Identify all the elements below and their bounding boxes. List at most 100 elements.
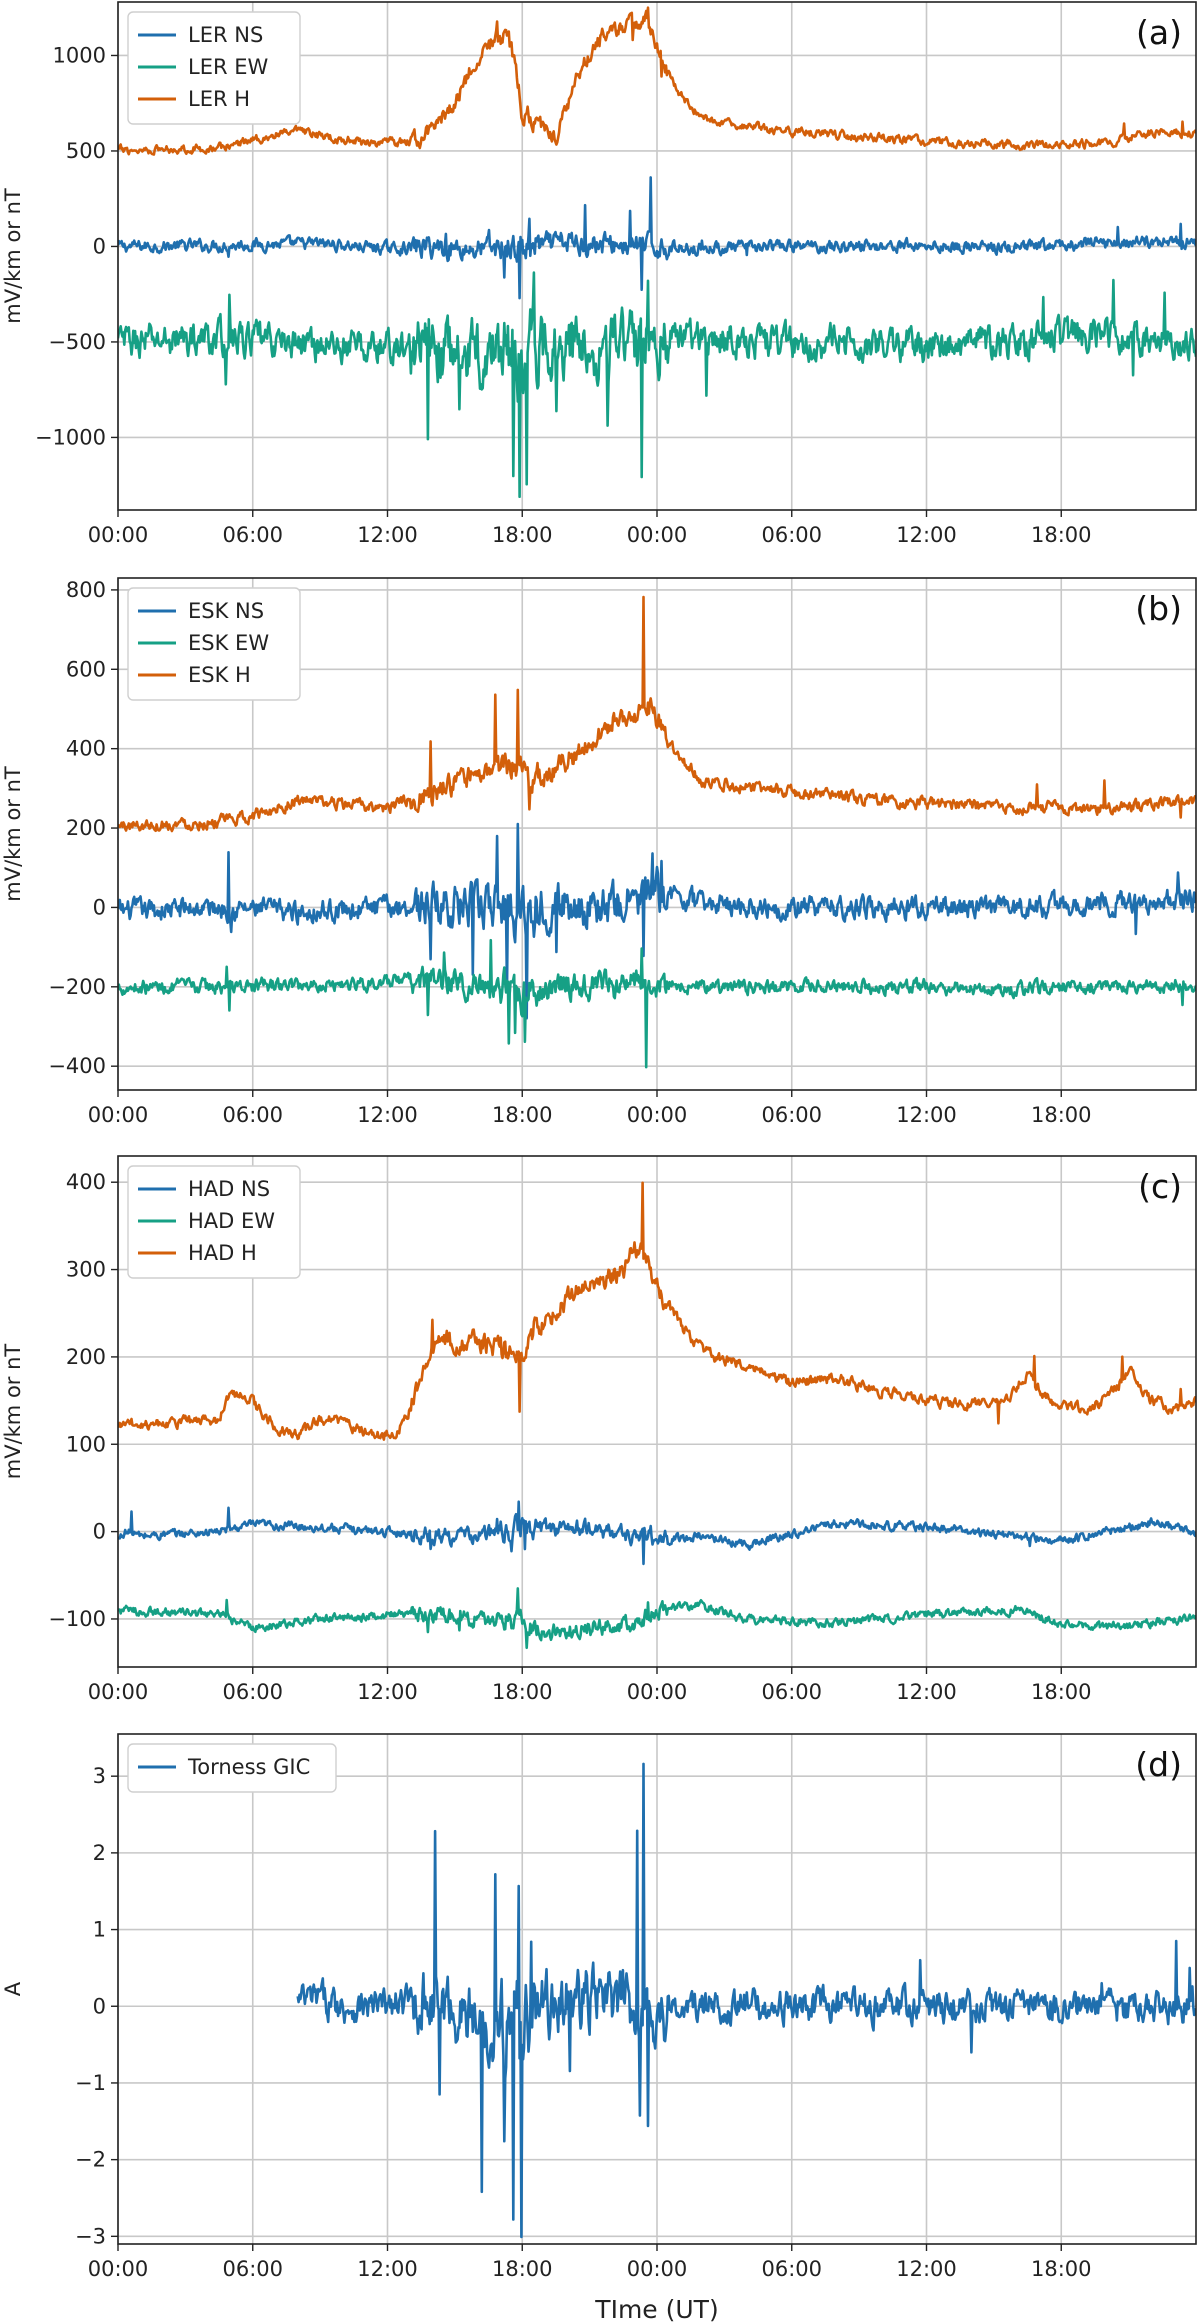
x-tick-label: 06:00	[222, 2257, 283, 2281]
legend-entry: HAD EW	[188, 1209, 275, 1233]
legend-entry: LER H	[188, 87, 250, 111]
y-tick-label: 0	[93, 1994, 106, 2018]
x-tick-label: 12:00	[896, 2257, 957, 2281]
series-line-ler-ns	[118, 176, 1196, 300]
series-line-had-ns	[118, 1500, 1196, 1566]
x-tick-label: 06:00	[222, 523, 283, 547]
x-tick-label: 12:00	[896, 523, 957, 547]
legend-box	[127, 11, 301, 125]
panel-label: (a)	[1136, 13, 1182, 52]
x-tick-label: 00:00	[627, 1680, 688, 1704]
series-line-ler-ew	[118, 271, 1196, 498]
legend: ESK NS ESK EW ESK H	[127, 587, 301, 701]
y-tick-label: 1000	[53, 43, 106, 67]
y-tick-label: 1	[93, 1918, 106, 1942]
y-axis-label: A	[1, 1981, 25, 1996]
series-line-esk-h	[118, 595, 1196, 833]
y-tick-label: −100	[48, 1607, 106, 1631]
x-tick-label: 06:00	[222, 1103, 283, 1127]
x-tick-label: 00:00	[627, 523, 688, 547]
legend-entry: LER NS	[188, 23, 263, 47]
x-tick-label: 18:00	[1031, 1103, 1092, 1127]
x-tick-label: 00:00	[88, 1680, 149, 1704]
legend-entry: HAD NS	[188, 1177, 270, 1201]
y-tick-label: 200	[66, 816, 106, 840]
legend-entry: HAD H	[188, 1241, 257, 1265]
legend: Torness GIC	[127, 1743, 337, 1793]
y-tick-label: −400	[48, 1054, 106, 1078]
y-tick-label: 400	[66, 1170, 106, 1194]
series-line-torness-gic	[296, 1762, 1196, 2239]
x-tick-label: 00:00	[627, 1103, 688, 1127]
x-tick-label: 12:00	[357, 1680, 418, 1704]
x-tick-label: 06:00	[761, 523, 822, 547]
panel-c: 00:00 06:00 12:00 18:00 00:00 06:00 12:00 18:00…	[1, 1155, 1197, 1704]
legend-entry: Torness GIC	[187, 1755, 310, 1779]
x-tick-label: 18:00	[492, 523, 553, 547]
x-tick-label: 12:00	[896, 1680, 957, 1704]
x-tick-label: 00:00	[88, 1103, 149, 1127]
y-axis-label: mV/km or nT	[1, 188, 25, 324]
legend-box	[127, 1743, 337, 1793]
x-tick-label: 06:00	[761, 1680, 822, 1704]
panel-label: (d)	[1135, 1745, 1182, 1784]
y-tick-label: 800	[66, 578, 106, 602]
y-tick-label: −1000	[35, 425, 106, 449]
y-tick-label: 2	[93, 1841, 106, 1865]
y-tick-label: 0	[93, 234, 106, 258]
x-tick-label: 18:00	[1031, 2257, 1092, 2281]
y-tick-label: 3	[93, 1764, 106, 1788]
y-tick-label: 500	[66, 139, 106, 163]
panel-b: 00:00 06:00 12:00 18:00 00:00 06:00 12:00 18:00…	[1, 577, 1197, 1127]
x-tick-label: 18:00	[1031, 523, 1092, 547]
panel-label: (c)	[1138, 1167, 1182, 1206]
y-tick-label: −1	[75, 2071, 106, 2095]
panel-a: 00:00 06:00 12:00 18:00 00:00 06:00 12:00 18:00…	[1, 1, 1197, 547]
legend-entry: ESK NS	[188, 599, 264, 623]
grid	[117, 1734, 1196, 2244]
y-tick-label: −3	[75, 2224, 106, 2248]
legend: HAD NS HAD EW HAD H	[127, 1165, 301, 1279]
x-axis-label: TIme (UT)	[594, 2295, 718, 2324]
y-tick-label: 0	[93, 1520, 106, 1544]
x-tick-label: 06:00	[761, 1103, 822, 1127]
x-tick-label: 00:00	[88, 523, 149, 547]
legend-box	[127, 1165, 301, 1279]
y-axis-label: mV/km or nT	[1, 1344, 25, 1480]
panel-d: 00:00 06:00 12:00 18:00 00:00 06:00 12:00 18:00…	[1, 1733, 1197, 2281]
y-tick-label: −2	[75, 2148, 106, 2172]
legend-entry: ESK EW	[188, 631, 269, 655]
series-line-esk-ew	[118, 938, 1196, 1069]
x-tick-label: 00:00	[627, 2257, 688, 2281]
legend-box	[127, 587, 301, 701]
x-tick-label: 12:00	[357, 1103, 418, 1127]
legend: LER NS LER EW LER H	[127, 11, 301, 125]
series-line-had-ew	[118, 1587, 1196, 1650]
x-tick-label: 18:00	[492, 1680, 553, 1704]
x-tick-label: 06:00	[222, 1680, 283, 1704]
x-tick-label: 00:00	[88, 2257, 149, 2281]
legend-entry: LER EW	[188, 55, 269, 79]
x-tick-label: 18:00	[492, 1103, 553, 1127]
y-tick-label: 100	[66, 1432, 106, 1456]
x-tick-label: 12:00	[896, 1103, 957, 1127]
x-tick-label: 12:00	[357, 2257, 418, 2281]
series-line-esk-ns	[118, 822, 1196, 1020]
x-tick-label: 18:00	[1031, 1680, 1092, 1704]
y-axis-label: mV/km or nT	[1, 766, 25, 902]
series-line-had-h	[118, 1181, 1196, 1441]
legend-entry: ESK H	[188, 663, 251, 687]
y-tick-label: −200	[48, 975, 106, 999]
y-tick-label: 600	[66, 657, 106, 681]
y-tick-label: 300	[66, 1258, 106, 1282]
panel-label: (b)	[1135, 589, 1182, 628]
y-tick-label: 400	[66, 737, 106, 761]
series-line-ler-h	[118, 6, 1196, 156]
x-tick-label: 12:00	[357, 523, 418, 547]
x-tick-label: 18:00	[492, 2257, 553, 2281]
y-tick-label: 200	[66, 1345, 106, 1369]
x-tick-label: 06:00	[761, 2257, 822, 2281]
y-tick-label: −500	[48, 330, 106, 354]
y-tick-label: 0	[93, 895, 106, 919]
